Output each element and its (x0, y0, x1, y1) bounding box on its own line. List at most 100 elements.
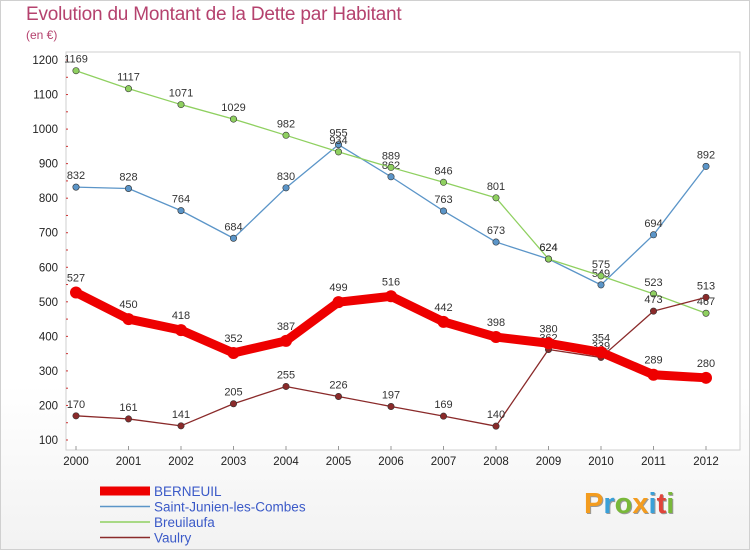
x-tick-label: 2004 (273, 456, 299, 468)
data-point (544, 255, 552, 263)
logo-letter: P (584, 488, 604, 520)
data-label: 1117 (117, 72, 140, 84)
data-point (700, 371, 712, 384)
legend-label: Saint-Junien-les-Combes (154, 500, 306, 515)
data-label: 499 (329, 282, 347, 294)
y-tick-label: 100 (39, 435, 58, 447)
y-tick-label: 900 (39, 159, 58, 171)
data-point (282, 382, 290, 390)
data-label: 398 (487, 317, 505, 329)
data-point (177, 207, 185, 215)
legend-label: Vaulry (154, 531, 192, 546)
data-label: 801 (487, 181, 505, 193)
data-point (230, 234, 238, 242)
data-label: 280 (697, 358, 715, 370)
logo-letter: x (632, 488, 649, 520)
data-point (385, 290, 397, 303)
data-label: 955 (329, 128, 347, 140)
data-point (439, 178, 447, 186)
data-point (227, 346, 240, 359)
logo-letter: t (656, 488, 667, 520)
data-label: 442 (434, 302, 452, 314)
data-label: 473 (644, 294, 662, 306)
y-tick-label: 1000 (32, 124, 58, 136)
data-point (334, 392, 342, 400)
data-point (649, 307, 657, 315)
data-point (122, 313, 135, 326)
data-point (595, 346, 607, 359)
x-tick-label: 2007 (431, 456, 457, 468)
data-label: 763 (434, 194, 452, 206)
data-label: 846 (434, 165, 452, 177)
data-label: 624 (539, 242, 557, 254)
data-label: 141 (172, 409, 190, 421)
data-point (387, 402, 395, 410)
data-label: 764 (172, 194, 190, 206)
logo-letter: r (603, 488, 615, 520)
data-point (437, 315, 450, 328)
legend-label: Breuilaufa (154, 515, 215, 530)
data-label: 934 (329, 135, 347, 147)
x-tick-label: 2012 (693, 456, 719, 468)
data-point (492, 422, 500, 430)
data-point (125, 415, 133, 423)
y-tick-label: 400 (39, 331, 58, 343)
logo-letter: i (648, 488, 657, 520)
data-point (334, 148, 342, 156)
y-tick-label: 500 (39, 297, 58, 309)
data-point (492, 194, 500, 202)
data-label: 467 (697, 296, 715, 308)
data-label: 170 (67, 399, 85, 411)
x-tick-label: 2010 (588, 456, 614, 468)
data-point (387, 163, 395, 171)
data-point (177, 101, 185, 109)
x-tick-label: 2000 (63, 456, 89, 468)
data-point (439, 207, 447, 215)
y-tick-label: 200 (39, 400, 58, 412)
data-label: 832 (67, 170, 85, 182)
data-label: 380 (539, 323, 557, 335)
logo-letter: o (614, 488, 633, 520)
data-label: 354 (592, 332, 610, 344)
data-point (490, 331, 502, 344)
proxiti-logo: Proxiti (584, 488, 674, 521)
data-point (72, 412, 80, 420)
data-point (332, 296, 345, 309)
data-label: 205 (224, 387, 242, 399)
x-tick-label: 2006 (378, 456, 404, 468)
data-point (702, 162, 710, 170)
x-tick-label: 2001 (116, 456, 142, 468)
x-tick-label: 2011 (641, 456, 666, 468)
logo-letter: i (666, 488, 675, 520)
data-label: 828 (119, 172, 137, 184)
x-tick-label: 2003 (221, 456, 247, 468)
data-label: 1029 (221, 102, 245, 114)
data-label: 255 (277, 369, 295, 381)
data-point (280, 334, 292, 347)
data-label: 418 (172, 310, 190, 322)
plot-area (65, 51, 741, 451)
data-label: 830 (277, 171, 295, 183)
data-point (492, 238, 500, 246)
data-label: 684 (224, 221, 242, 233)
data-label: 387 (277, 321, 295, 333)
data-point (542, 337, 555, 350)
data-label: 624 (539, 242, 557, 254)
data-label: 527 (67, 272, 85, 284)
data-label: 1169 (64, 54, 88, 66)
y-tick-label: 600 (39, 262, 58, 274)
data-label: 169 (434, 399, 452, 411)
data-label: 140 (487, 409, 505, 421)
data-label: 513 (697, 280, 715, 292)
data-point (702, 293, 710, 301)
data-point (230, 400, 238, 408)
data-point (72, 67, 80, 75)
data-label: 575 (592, 259, 610, 271)
data-label: 892 (697, 149, 715, 161)
y-tick-label: 300 (39, 366, 58, 378)
data-point (125, 185, 133, 193)
data-point (72, 183, 80, 191)
chart-title: Evolution du Montant de la Dette par Hab… (26, 4, 402, 25)
y-tick-label: 700 (39, 228, 58, 240)
data-point (230, 115, 238, 123)
